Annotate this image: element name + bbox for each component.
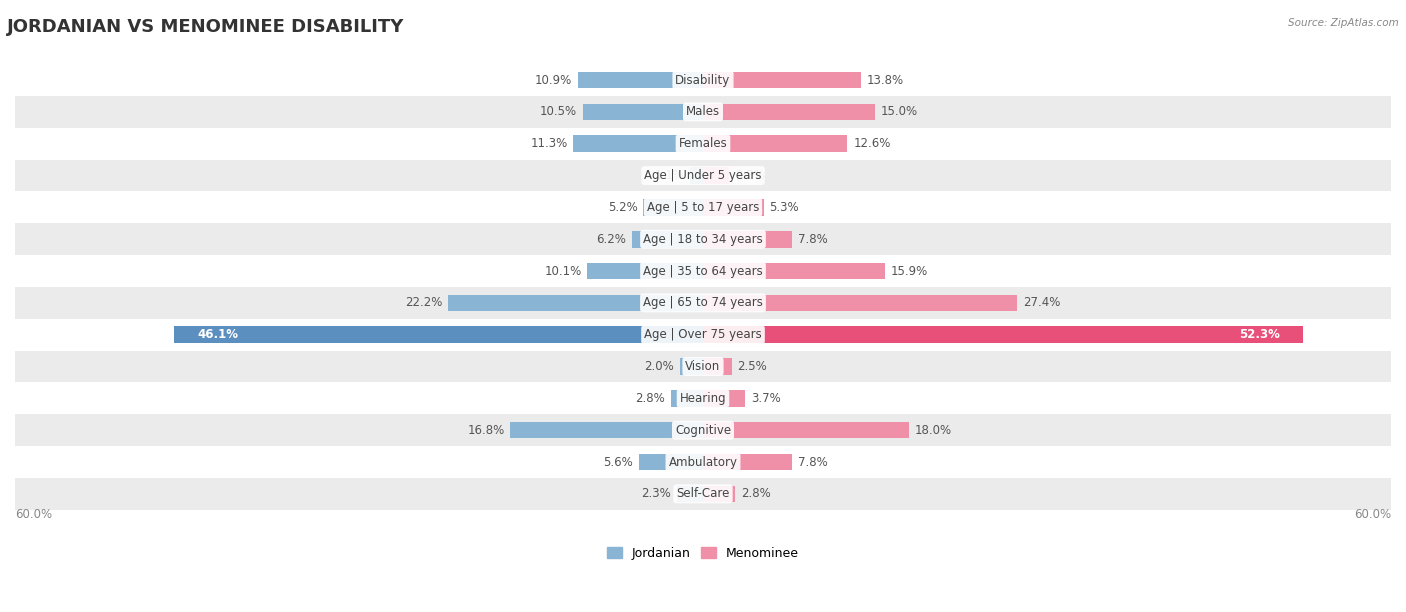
Text: 60.0%: 60.0%	[15, 508, 52, 521]
FancyBboxPatch shape	[15, 255, 1391, 287]
Bar	[703, 326, 1303, 343]
Bar	[703, 167, 730, 184]
Text: 12.6%: 12.6%	[853, 137, 890, 151]
FancyBboxPatch shape	[15, 223, 1391, 255]
FancyBboxPatch shape	[15, 414, 1391, 446]
Text: Age | 18 to 34 years: Age | 18 to 34 years	[643, 233, 763, 246]
Text: 2.3%: 2.3%	[641, 487, 671, 501]
Bar	[703, 103, 875, 120]
Text: Source: ZipAtlas.com: Source: ZipAtlas.com	[1288, 18, 1399, 28]
FancyBboxPatch shape	[15, 160, 1391, 192]
Text: Age | 5 to 17 years: Age | 5 to 17 years	[647, 201, 759, 214]
Text: 1.1%: 1.1%	[655, 169, 685, 182]
Text: 13.8%: 13.8%	[868, 73, 904, 87]
Bar	[510, 422, 703, 438]
Text: Hearing: Hearing	[679, 392, 727, 405]
Bar	[644, 199, 703, 215]
Text: 10.5%: 10.5%	[540, 105, 576, 119]
Bar	[703, 485, 735, 502]
Text: 11.3%: 11.3%	[530, 137, 568, 151]
Text: 15.9%: 15.9%	[891, 264, 928, 278]
Text: 5.6%: 5.6%	[603, 455, 633, 469]
Text: JORDANIAN VS MENOMINEE DISABILITY: JORDANIAN VS MENOMINEE DISABILITY	[7, 18, 405, 36]
Bar	[703, 358, 731, 375]
Text: Males: Males	[686, 105, 720, 119]
Text: 5.3%: 5.3%	[769, 201, 799, 214]
FancyBboxPatch shape	[15, 192, 1391, 223]
Text: 10.9%: 10.9%	[536, 73, 572, 87]
FancyBboxPatch shape	[15, 128, 1391, 160]
Bar	[449, 294, 703, 311]
Text: Age | 65 to 74 years: Age | 65 to 74 years	[643, 296, 763, 310]
Text: 3.7%: 3.7%	[751, 392, 780, 405]
Bar	[703, 294, 1017, 311]
Bar	[578, 72, 703, 88]
FancyBboxPatch shape	[15, 478, 1391, 510]
Bar	[574, 135, 703, 152]
FancyBboxPatch shape	[15, 319, 1391, 351]
FancyBboxPatch shape	[15, 64, 1391, 96]
Text: Age | 35 to 64 years: Age | 35 to 64 years	[643, 264, 763, 278]
Text: Ambulatory: Ambulatory	[668, 455, 738, 469]
Bar	[703, 135, 848, 152]
Text: Self-Care: Self-Care	[676, 487, 730, 501]
Bar	[703, 453, 793, 470]
Text: 46.1%: 46.1%	[197, 328, 239, 341]
Text: 2.3%: 2.3%	[735, 169, 765, 182]
Text: Females: Females	[679, 137, 727, 151]
FancyBboxPatch shape	[15, 382, 1391, 414]
FancyBboxPatch shape	[15, 96, 1391, 128]
Text: Vision: Vision	[685, 360, 721, 373]
FancyBboxPatch shape	[15, 287, 1391, 319]
Text: Age | Under 5 years: Age | Under 5 years	[644, 169, 762, 182]
Bar	[671, 390, 703, 406]
Text: 15.0%: 15.0%	[880, 105, 918, 119]
Bar	[703, 422, 910, 438]
Bar	[690, 167, 703, 184]
Bar	[174, 326, 703, 343]
Text: 2.8%: 2.8%	[741, 487, 770, 501]
Bar	[588, 263, 703, 279]
Text: 7.8%: 7.8%	[799, 455, 828, 469]
Bar	[703, 231, 793, 247]
Text: 5.2%: 5.2%	[607, 201, 638, 214]
FancyBboxPatch shape	[15, 351, 1391, 382]
Bar	[703, 263, 886, 279]
Bar	[582, 103, 703, 120]
Text: 6.2%: 6.2%	[596, 233, 626, 246]
Text: 7.8%: 7.8%	[799, 233, 828, 246]
Bar	[703, 72, 862, 88]
Text: 10.1%: 10.1%	[544, 264, 582, 278]
Text: 27.4%: 27.4%	[1024, 296, 1060, 310]
Text: 2.5%: 2.5%	[737, 360, 768, 373]
Text: 16.8%: 16.8%	[467, 424, 505, 437]
Bar	[703, 199, 763, 215]
Text: 60.0%: 60.0%	[1354, 508, 1391, 521]
Bar	[676, 485, 703, 502]
Text: Disability: Disability	[675, 73, 731, 87]
Text: Cognitive: Cognitive	[675, 424, 731, 437]
FancyBboxPatch shape	[15, 446, 1391, 478]
Text: 2.0%: 2.0%	[644, 360, 675, 373]
Bar	[703, 390, 745, 406]
Legend: Jordanian, Menominee: Jordanian, Menominee	[602, 542, 804, 565]
Text: 22.2%: 22.2%	[405, 296, 443, 310]
Text: 2.8%: 2.8%	[636, 392, 665, 405]
Text: 18.0%: 18.0%	[915, 424, 952, 437]
Bar	[681, 358, 703, 375]
Text: 52.3%: 52.3%	[1239, 328, 1279, 341]
Bar	[631, 231, 703, 247]
Text: Age | Over 75 years: Age | Over 75 years	[644, 328, 762, 341]
Bar	[638, 453, 703, 470]
